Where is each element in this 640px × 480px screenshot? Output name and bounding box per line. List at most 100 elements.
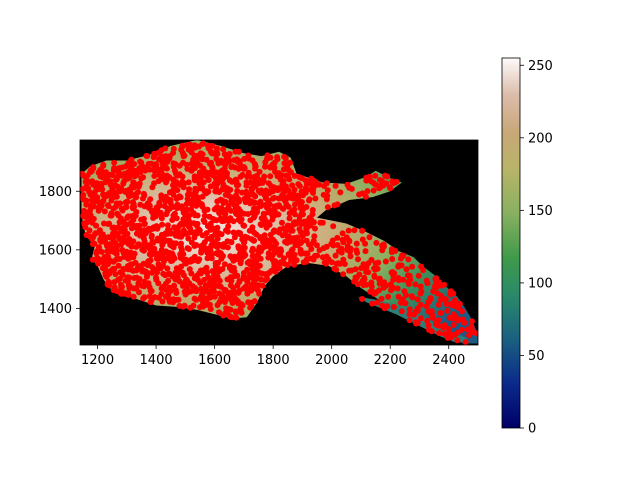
scatter-point	[275, 185, 282, 192]
scatter-point	[202, 282, 209, 289]
scatter-point	[148, 252, 155, 258]
scatter-point	[184, 191, 191, 198]
scatter-point	[297, 201, 304, 208]
scatter-point	[163, 179, 169, 186]
scatter-point	[166, 298, 173, 305]
x-tick-label: 1200	[81, 353, 114, 368]
scatter-point	[179, 269, 186, 276]
scatter-point	[332, 182, 339, 189]
scatter-point	[218, 178, 225, 185]
scatter-point	[221, 217, 227, 224]
scatter-point	[140, 260, 147, 267]
scatter-point	[251, 298, 258, 305]
scatter-point	[284, 194, 291, 201]
scatter-point	[88, 202, 94, 209]
scatter-point	[251, 257, 258, 264]
scatter-point	[147, 244, 154, 251]
scatter-point	[379, 177, 385, 184]
scatter-point	[178, 146, 185, 153]
scatter-point	[424, 317, 431, 324]
scatter-point	[363, 177, 370, 184]
scatter-point	[267, 173, 274, 180]
scatter-point	[130, 212, 137, 219]
scatter-point	[338, 245, 345, 252]
scatter-point	[374, 299, 381, 306]
scatter-point	[307, 186, 314, 193]
scatter-point	[183, 200, 190, 207]
scatter-point	[164, 154, 171, 161]
scatter-point	[265, 270, 272, 277]
scatter-point	[108, 210, 115, 217]
scatter-point	[406, 306, 413, 313]
scatter-point	[442, 296, 449, 303]
scatter-point	[362, 248, 369, 255]
scatter-point	[201, 302, 208, 308]
scatter-point	[204, 255, 211, 262]
scatter-point	[286, 215, 293, 222]
scatter-point	[263, 155, 270, 162]
scatter-point	[245, 211, 252, 217]
scatter-point	[291, 172, 298, 179]
scatter-point	[205, 188, 212, 195]
scatter-point	[116, 236, 123, 242]
scatter-point	[250, 214, 257, 221]
scatter-point	[299, 192, 306, 199]
scatter-point	[239, 236, 246, 243]
scatter-point	[263, 236, 270, 243]
scatter-point	[218, 231, 225, 238]
scatter-point	[183, 285, 190, 291]
scatter-point	[232, 256, 239, 263]
scatter-point	[107, 248, 114, 255]
scatter-point	[207, 160, 213, 167]
scatter-point	[208, 170, 215, 177]
scatter-point	[392, 248, 399, 254]
scatter-point	[167, 197, 174, 204]
scatter-point	[153, 266, 160, 273]
scatter-point	[180, 209, 187, 216]
scatter-point	[256, 262, 263, 269]
scatter-point	[196, 143, 202, 150]
scatter-point	[210, 216, 217, 222]
scatter-point	[306, 197, 312, 204]
scatter-point	[353, 240, 360, 247]
scatter-point	[158, 147, 165, 154]
scatter-point	[245, 152, 252, 159]
scatter-point	[179, 173, 186, 180]
scatter-point	[141, 227, 148, 234]
scatter-point	[136, 222, 143, 229]
scatter-point	[209, 286, 216, 292]
scatter-point	[142, 167, 149, 174]
scatter-point	[435, 317, 442, 324]
plot-frame	[79, 139, 479, 346]
x-tick-label: 2200	[374, 353, 407, 368]
scatter-point	[229, 178, 235, 185]
scatter-point	[101, 237, 108, 244]
scatter-point	[377, 280, 384, 287]
scatter-point	[130, 293, 137, 300]
scatter-point	[257, 255, 264, 262]
scatter-point	[291, 211, 298, 218]
scatter-point	[187, 304, 194, 311]
scatter-point	[224, 154, 230, 161]
scatter-point	[208, 237, 215, 244]
scatter-point	[225, 192, 232, 199]
scatter-point	[345, 227, 352, 234]
scatter-point	[346, 184, 353, 191]
scatter-point	[137, 201, 144, 208]
scatter-point	[213, 204, 220, 211]
scatter-point	[185, 258, 192, 265]
y-tick-label: 1600	[39, 243, 72, 258]
scatter-point	[385, 293, 392, 300]
scatter-point	[260, 210, 267, 217]
scatter-point	[309, 207, 316, 213]
scatter-point	[228, 290, 234, 297]
scatter-point	[303, 237, 310, 244]
scatter-point	[303, 181, 310, 188]
scatter-point	[412, 308, 419, 315]
scatter-point	[225, 228, 231, 235]
scatter-point	[138, 167, 145, 174]
scatter-point	[179, 250, 186, 257]
scatter-point	[214, 302, 221, 309]
scatter-point	[179, 178, 186, 185]
scatter-point	[212, 242, 219, 249]
